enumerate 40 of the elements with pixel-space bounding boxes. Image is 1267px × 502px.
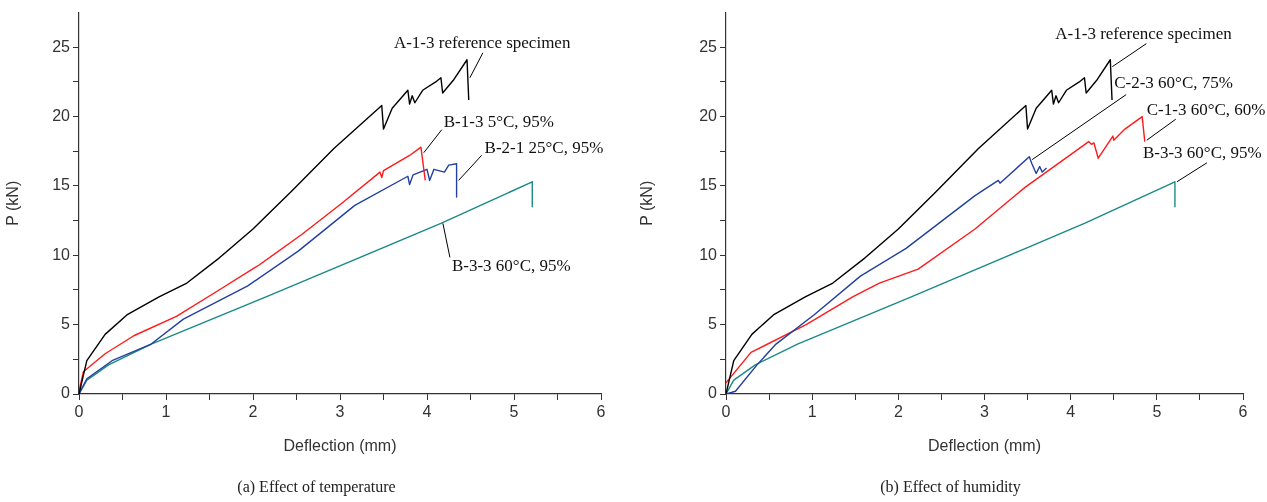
y-tick-label: 10 [52,245,71,263]
y-tick-label: 5 [708,315,718,333]
annotation: A-1-3 reference specimen [1055,24,1233,44]
y-tick-label: 15 [699,176,718,194]
y-tick-label: 15 [52,176,71,194]
annotation: C-1-3 60°C, 60% [1146,99,1266,119]
annotation: C-2-3 60°C, 75% [1114,73,1233,93]
text: (b) Effect of humidity [879,478,1022,496]
y-tick-label: 10 [699,245,718,263]
x-axis-title: Deflection (mm) [283,436,397,454]
y-axis-title: P (kN) [4,180,22,226]
x-tick-label: 3 [980,403,990,421]
y-tick-label: 0 [708,384,718,402]
annotation: B-2-1 25°C, 95% [484,137,604,157]
x-tick-label: 1 [161,403,171,421]
x-tick-label: 6 [1238,403,1248,421]
annotation: B-3-3 60°C, 95% [1142,143,1262,163]
x-tick-label: 0 [721,403,731,421]
x-tick-label: 4 [422,403,432,421]
annotation: A-1-3 reference specimen [393,33,571,53]
x-axis-title: Deflection (mm) [928,436,1041,454]
x-tick-label: 1 [807,403,817,421]
y-tick-label: 20 [699,107,718,125]
x-tick-label: 2 [893,403,903,421]
annotation: B-1-3 5°C, 95% [443,112,554,132]
x-tick-label: 3 [335,403,345,421]
y-tick-label: 5 [61,315,71,333]
annotation: B-3-3 60°C, 95% [451,255,571,275]
text: (a) Effect of temperature [236,478,397,496]
y-tick-label: 20 [52,107,71,125]
x-tick-label: 5 [509,403,519,421]
x-tick-label: 4 [1066,403,1076,421]
x-tick-label: 2 [248,403,258,421]
y-tick-label: 0 [61,384,71,402]
y-axis-title: P (kN) [638,180,656,226]
x-tick-label: 5 [1152,403,1162,421]
x-tick-label: 0 [74,403,84,421]
y-tick-label: 25 [699,37,718,55]
x-tick-label: 6 [596,403,606,421]
y-tick-label: 25 [52,37,71,55]
